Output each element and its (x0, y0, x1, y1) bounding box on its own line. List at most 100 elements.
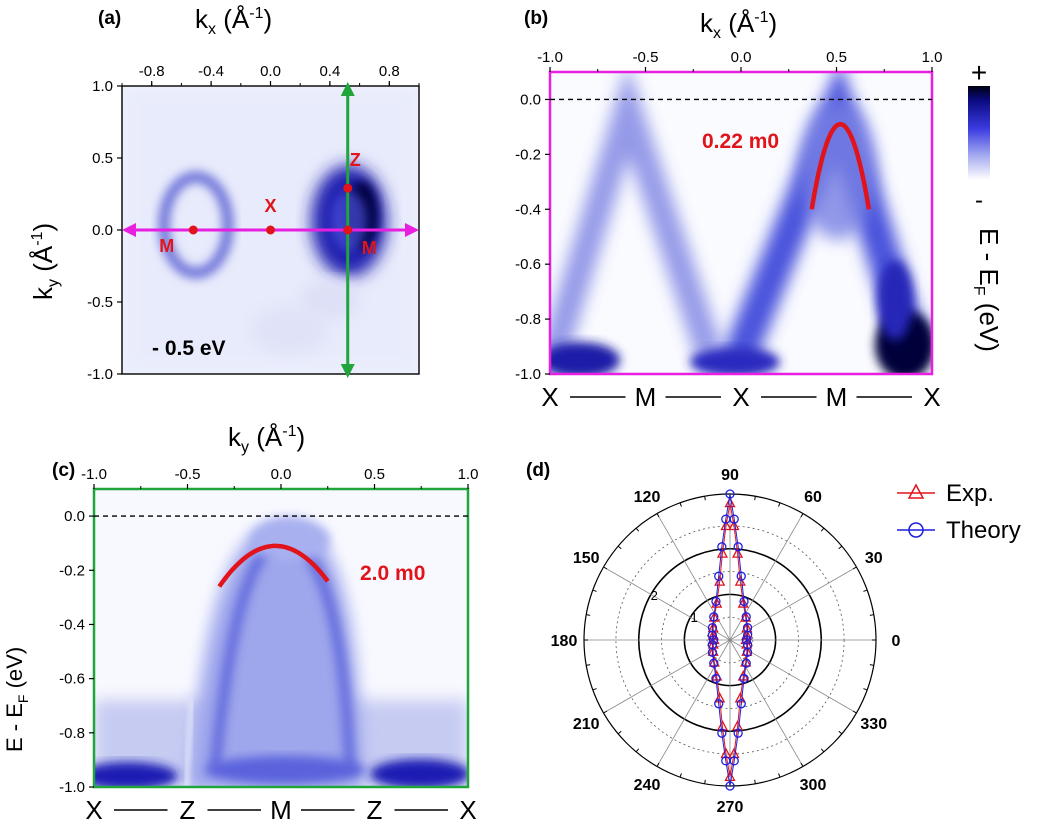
path-label: Z (180, 795, 196, 825)
polar-tick (656, 513, 660, 518)
y-tick-label: -1.0 (87, 366, 113, 383)
x-tick-label: 0.5 (364, 466, 385, 483)
x-tick-label: 0.0 (260, 63, 281, 80)
legend-label-theory: Theory (946, 517, 1021, 544)
y-tick-label: 1.0 (92, 78, 113, 95)
legend-triangle-marker (907, 483, 925, 499)
y-tick-label: 0.0 (92, 222, 113, 239)
x-tick-label: 0.0 (731, 49, 752, 66)
legend-circle-marker (908, 522, 924, 538)
exp-data-point (731, 547, 744, 558)
x-tick-label: -1.0 (537, 49, 563, 66)
y-tick-label: 0.0 (520, 91, 541, 108)
polar-radial-label: 2 (651, 588, 658, 603)
panel-a-ylabel: ky (Å-1) (28, 223, 62, 300)
y-tick-label: -0.4 (515, 201, 541, 218)
theory-data-point (741, 635, 752, 645)
path-label: Z (367, 795, 383, 825)
exp-data-point (734, 575, 746, 586)
polar-tick (704, 496, 706, 501)
exp-data-point (716, 719, 729, 731)
panel-b-y-ticks: 0.0 -0.2 -0.4 -0.6 -0.8 -1.0 (515, 91, 550, 383)
polar-tick (869, 664, 874, 666)
panel-c-xlabel: ky (Å-1) (228, 422, 305, 456)
exp-data-point (737, 597, 749, 608)
exp-data-point (720, 747, 732, 759)
panel-b-x-ticks: -1.0 -0.5 0.0 0.5 1.0 (537, 49, 942, 72)
theory-data-point (739, 673, 749, 684)
polar-tick (820, 748, 825, 753)
theory-data-point (733, 728, 743, 738)
polar-angle-label: 270 (717, 799, 744, 816)
polar-radial-label: 1 (690, 610, 697, 625)
polar-tick (635, 527, 640, 532)
arrowhead-left-icon (122, 223, 136, 237)
theory-data-point (717, 542, 727, 552)
polar-angle-label: 180 (551, 633, 578, 650)
theory-data-point (717, 728, 727, 738)
polar-tick (679, 773, 682, 778)
polar-angle-label: 210 (573, 716, 600, 733)
polar-tick (800, 513, 804, 518)
x-tick-label: 0.0 (271, 466, 292, 483)
colorbar-bottom-label: - (975, 187, 983, 214)
x-tick-label: -1.0 (81, 466, 107, 483)
panel-a-xlabel: kx (Å-1) (195, 4, 272, 38)
exp-data-point (711, 597, 723, 608)
path-label: X (923, 382, 940, 412)
exp-data-point (714, 575, 726, 586)
k-point-label: M (362, 238, 377, 258)
polar-tick (778, 773, 781, 778)
polar-tick (852, 566, 857, 570)
x-tick-label: 0.8 (379, 63, 400, 80)
polar-tick (603, 710, 608, 714)
theory-data-point (742, 640, 753, 650)
polar-tick (592, 688, 597, 691)
theory-data-point (714, 699, 724, 709)
panel-b-heatmap (550, 72, 932, 374)
panel-label-a: (a) (98, 8, 121, 29)
exp-data-point (728, 519, 740, 531)
panel-a-x-ticks: -0.8 -0.4 0.0 0.4 0.8 (121, 63, 420, 86)
polar-angle-label: 90 (721, 467, 739, 484)
k-point-label: Z (350, 150, 361, 170)
polar-angle-label: 150 (573, 550, 600, 567)
y-tick-label: -0.2 (515, 146, 541, 163)
theory-data-point (729, 514, 739, 524)
polar-grid (583, 493, 877, 787)
theory-data-point (739, 596, 749, 607)
polar-tick (800, 762, 804, 767)
exp-data-point (731, 719, 744, 731)
panel-a-points: M X M Z (159, 150, 376, 258)
theory-data-point (709, 658, 719, 668)
k-point-marker (343, 183, 353, 193)
theory-data-point (729, 756, 739, 766)
panel-c-y-ticks: 0.0 -0.2 -0.4 -0.6 -0.8 -1.0 (59, 508, 94, 796)
path-label: X (85, 795, 102, 825)
polar-tick (704, 779, 706, 784)
polar-radial-labels: 12 (651, 588, 698, 625)
polar-series-line (711, 493, 749, 787)
polar-tick (863, 589, 868, 592)
theory-data-point (708, 635, 719, 645)
polar-tick (586, 664, 591, 666)
theory-data-point (725, 781, 735, 791)
y-tick-label: -0.8 (515, 311, 541, 328)
polar-angle-label: 300 (800, 777, 827, 794)
path-label: M (826, 382, 848, 412)
panel-c-mass-annotation: 2.0 m0 (360, 562, 425, 585)
x-tick-label: -0.4 (198, 63, 224, 80)
polar-tick (586, 614, 591, 616)
panel-label-c: (c) (52, 460, 75, 481)
x-tick-label: -0.5 (175, 466, 201, 483)
theory-data-point (709, 612, 719, 622)
x-tick-label: 0.5 (826, 49, 847, 66)
exp-data-point (720, 519, 732, 531)
theory-data-point (711, 673, 721, 684)
panel-label-b: (b) (524, 8, 548, 29)
y-tick-label: -0.5 (87, 294, 113, 311)
y-tick-label: -0.8 (59, 725, 85, 742)
panel-c: -1.0 -0.5 0.0 0.5 1.0 0.0 -0.2 -0.4 -0.6 -0.8 -1.… (2, 422, 478, 825)
theory-data-point (736, 571, 746, 581)
